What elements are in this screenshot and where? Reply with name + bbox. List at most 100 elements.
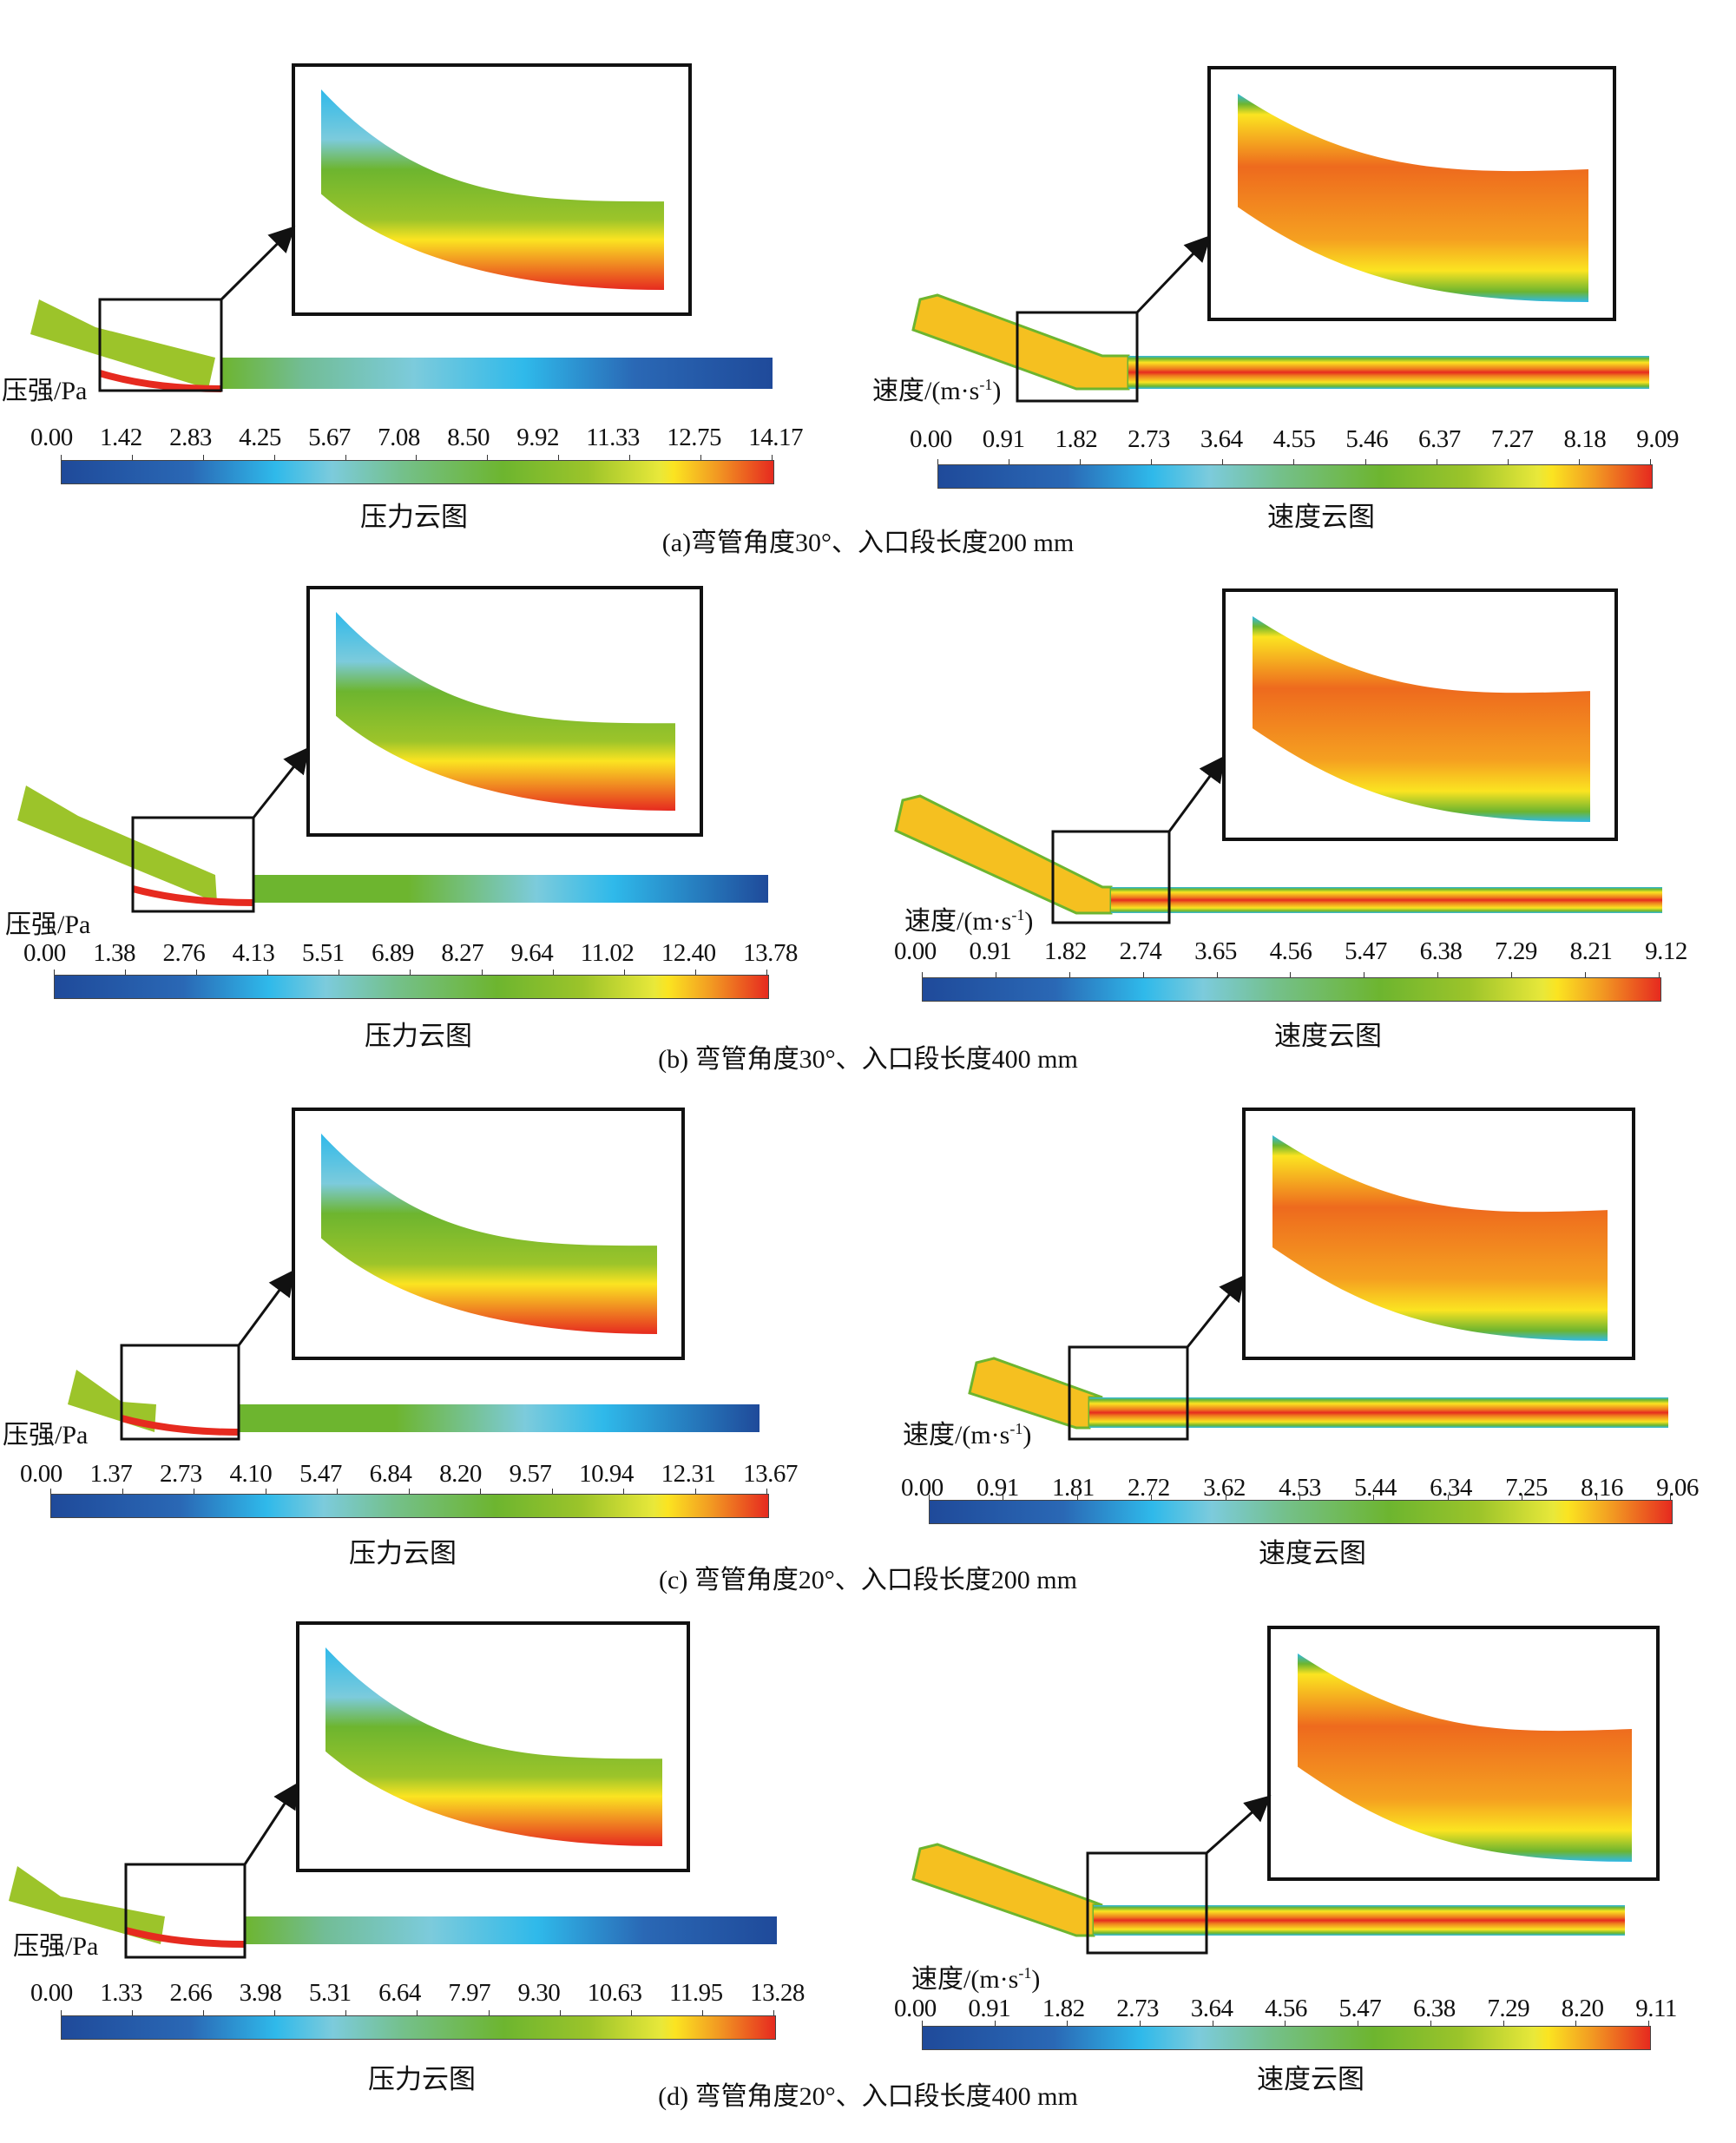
velocity-zoom-arrow [1186, 1274, 1246, 1348]
velocity-colorbar-ticks: 0.00 0.91 1.82 2.73 3.64 4.55 5.46 6.37 7.27 8.18… [910, 425, 1679, 454]
velocity-tick-label: 0.91 [968, 1995, 1011, 2022]
pressure-tick-label: 13.78 [743, 939, 798, 967]
velocity-inset-bend [1238, 94, 1588, 302]
velocity-colorbar-ticks: 0.00 0.91 1.81 2.72 3.62 4.53 5.44 6.34 7.25 8.16… [901, 1474, 1699, 1502]
velocity-unit-exponent: -1 [1018, 1964, 1032, 1982]
velocity-tick-label: 9.06 [1656, 1474, 1699, 1502]
pressure-tick-label: 0.00 [30, 1979, 73, 2007]
velocity-tick-label: 0.00 [894, 1995, 937, 2022]
pressure-tick-label: 13.28 [750, 1979, 805, 2007]
pressure-tick-label: 5.51 [301, 939, 345, 967]
velocity-unit-label: 速度/(m·s-1) [911, 1957, 1040, 1995]
pressure-unit-label: 压强/Pa [2, 377, 88, 405]
pressure-tick-label: 5.31 [308, 1979, 352, 2007]
pressure-inlet-pipe [68, 1370, 156, 1432]
velocity-tick-label: 4.55 [1272, 425, 1316, 453]
velocity-tick-label: 3.65 [1194, 937, 1237, 965]
velocity-inlet-pipe [894, 794, 1113, 915]
velocity-tick-label: 9.09 [1636, 425, 1679, 453]
velocity-unit-label: 速度/(m·s-1) [903, 1413, 1031, 1451]
pressure-tick-label: 6.89 [372, 939, 414, 967]
velocity-outlet-pipe [1128, 356, 1649, 389]
pressure-colorbar [50, 1494, 769, 1518]
velocity-colorbar-ticks: 0.00 0.91 1.82 2.74 3.65 4.56 5.47 6.38 7.29 8.21… [894, 937, 1687, 966]
velocity-tick-label: 0.91 [976, 1474, 1019, 1502]
velocity-tick-label: 3.64 [1200, 425, 1243, 453]
velocity-tick-label: 0.00 [901, 1474, 944, 1502]
pressure-inset-bend [321, 89, 664, 290]
pressure-tick-label: 2.73 [160, 1460, 202, 1488]
pressure-tick-label: 2.83 [169, 424, 212, 451]
velocity-tick-label: 1.81 [1052, 1474, 1095, 1502]
velocity-tick-label: 5.44 [1354, 1474, 1397, 1502]
velocity-outlet-pipe [1094, 1905, 1625, 1936]
velocity-unit-close: ) [1023, 1421, 1032, 1449]
pressure-outlet-pipe [221, 358, 773, 389]
pressure-zoom-box [98, 298, 223, 392]
velocity-zoom-box [1068, 1345, 1189, 1441]
panel-caption: (c) 弯管角度20°、入口段长度200 mm [659, 1566, 1077, 1594]
velocity-unit-text: 速度/(m·s [904, 907, 1012, 936]
velocity-tick-label: 6.38 [1412, 1995, 1456, 2022]
pressure-outlet-pipe [253, 875, 768, 903]
velocity-tick-label: 2.72 [1128, 1474, 1170, 1502]
pressure-unit-label: 压强/Pa [5, 910, 91, 939]
pressure-tick-label: 11.02 [580, 939, 635, 967]
velocity-unit-close: ) [992, 377, 1002, 405]
velocity-tick-label: 5.46 [1345, 425, 1389, 453]
pressure-colorbar-ticks: 0.00 1.42 2.83 4.25 5.67 7.08 8.50 9.92 11.33 12.… [30, 424, 803, 452]
velocity-tick-label: 8.18 [1563, 425, 1607, 453]
velocity-zoom-box [1086, 1851, 1208, 1955]
pressure-high-zone [131, 885, 254, 906]
velocity-colorbar-ticks: 0.00 0.91 1.82 2.73 3.64 4.56 5.47 6.38 7.29 8.20… [894, 1995, 1677, 2023]
pressure-tick-label: 0.00 [20, 1460, 62, 1488]
pressure-tick-label: 3.98 [239, 1979, 282, 2007]
pressure-tick-label: 4.13 [232, 939, 275, 967]
velocity-tick-label: 8.21 [1569, 937, 1613, 965]
velocity-tick-label: 8.16 [1581, 1474, 1623, 1502]
pressure-tick-label: 2.66 [169, 1979, 213, 2007]
pressure-tick-label: 8.50 [447, 424, 490, 451]
pressure-tick-label: 5.67 [308, 424, 351, 451]
pressure-contour-title: 压力云图 [349, 1538, 457, 1568]
velocity-tick-label: 7.25 [1505, 1474, 1548, 1502]
pressure-colorbar-ticks: 0.00 1.33 2.66 3.98 5.31 6.64 7.97 9.30 10.63 11.… [30, 1979, 805, 2008]
pressure-tick-label: 1.38 [93, 939, 135, 967]
pressure-zoom-box [124, 1863, 247, 1959]
velocity-tick-label: 0.00 [894, 937, 937, 965]
velocity-contour-title: 速度云图 [1259, 1538, 1366, 1568]
velocity-unit-exponent: -1 [979, 376, 993, 393]
pressure-high-zone [120, 1415, 240, 1436]
pressure-tick-label: 12.31 [661, 1460, 716, 1488]
pressure-inset-bend [321, 1134, 657, 1334]
pressure-tick-label: 6.64 [378, 1979, 421, 2007]
pressure-tick-label: 12.75 [667, 424, 721, 451]
pressure-colorbar-ticks: 0.00 1.38 2.76 4.13 5.51 6.89 8.27 9.64 11.02 12.… [23, 939, 798, 968]
pressure-tick-label: 9.92 [516, 424, 559, 451]
pressure-tick-label: 0.00 [23, 939, 66, 967]
pressure-tick-marks [54, 970, 767, 975]
velocity-tick-label: 5.47 [1345, 937, 1387, 965]
velocity-inlet-pipe [911, 1843, 1103, 1937]
pressure-high-zone [124, 1927, 246, 1948]
pressure-tick-marks [50, 1489, 767, 1494]
pressure-tick-marks [61, 455, 773, 460]
pressure-inset-bend [326, 1647, 662, 1846]
pressure-zoom-arrow [252, 746, 310, 818]
pressure-colorbar-ticks: 0.00 1.37 2.73 4.10 5.47 6.84 8.20 9.57 10.94 12.… [20, 1460, 798, 1489]
velocity-zoom-arrow [1167, 755, 1226, 832]
velocity-contour-title: 速度云图 [1274, 1021, 1382, 1051]
velocity-tick-label: 1.82 [1055, 425, 1098, 453]
pressure-tick-label: 9.57 [509, 1460, 552, 1488]
pressure-unit-label: 压强/Pa [3, 1421, 89, 1449]
velocity-tick-label: 9.11 [1635, 1995, 1677, 2022]
pressure-tick-label: 6.84 [369, 1460, 412, 1488]
velocity-zoom-arrow [1135, 234, 1212, 314]
pressure-tick-label: 13.67 [743, 1460, 798, 1488]
velocity-unit-label: 速度/(m·s-1) [904, 899, 1033, 937]
velocity-unit-label: 速度/(m·s-1) [872, 369, 1001, 407]
velocity-tick-marks [922, 2021, 1649, 2026]
pressure-zoom-arrow [237, 1269, 295, 1346]
pressure-tick-label: 1.42 [100, 424, 142, 451]
